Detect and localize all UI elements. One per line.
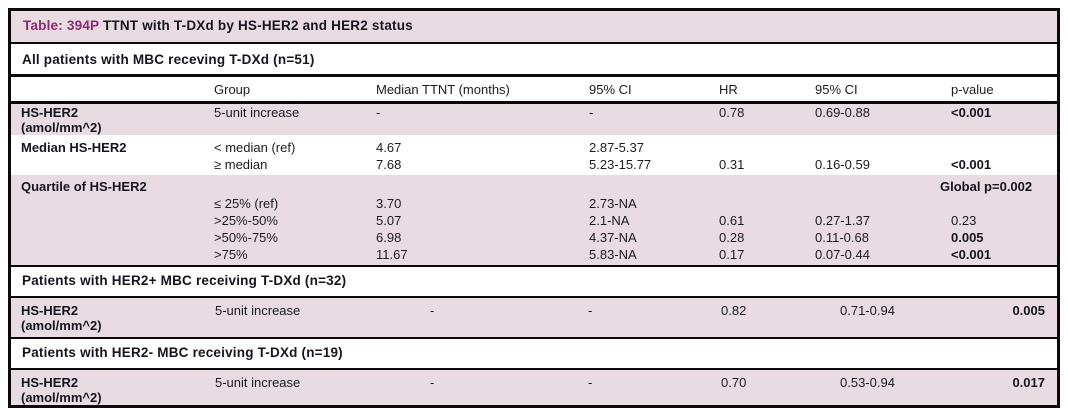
cell-ttnt: 3.70 [376, 196, 402, 211]
cell-ci2: 0.53-0.94 [840, 375, 895, 390]
cell-ttnt: 7.68 [376, 157, 402, 172]
cell-ttnt: - [430, 375, 435, 390]
section-header-her2-negative: Patients with HER2- MBC receiving T-DXd … [11, 339, 1057, 370]
table-row: HS-HER2 (amol/mm^2) 5-unit increase - - … [11, 370, 1057, 405]
cell-hr: 0.61 [719, 213, 745, 228]
table-title-bar: Table: 394P TTNT with T-DXd by HS-HER2 a… [11, 11, 1057, 44]
cell-group: >50%-75% [214, 230, 278, 245]
table-row: HS-HER2 (amol/mm^2) 5-unit increase - - … [11, 104, 1057, 135]
cell-ci1: 4.37-NA [589, 230, 637, 245]
cell-ttnt: 4.67 [376, 140, 402, 155]
cell-hr: 0.70 [721, 375, 747, 390]
table-row: HS-HER2 (amol/mm^2) 5-unit increase - - … [11, 298, 1057, 339]
cell-ci1: - [589, 105, 594, 120]
cell-ci2: 0.71-0.94 [840, 303, 895, 318]
cell-group: < median (ref) [214, 140, 296, 155]
cell-ci2: 0.11-0.68 [815, 230, 869, 245]
cell-pvalue: <0.001 [951, 247, 992, 262]
cell-hr: 0.31 [719, 157, 745, 172]
cell-hr: 0.17 [719, 247, 745, 262]
table-row: Quartile of HS-HER2 Global p=0.002 ≤ 25%… [11, 175, 1057, 267]
cell-ci2 [815, 139, 951, 156]
row-label-quartile: Quartile of HS-HER2 [21, 179, 147, 194]
cell-ci2: 0.27-1.37 [815, 213, 870, 228]
cell-pvalue: <0.001 [951, 105, 992, 120]
cell-ci1: 5.23-15.77 [589, 157, 652, 172]
table-number: Table: 394P [23, 18, 99, 33]
cell-group: >25%-50% [214, 213, 278, 228]
cell-pvalue [951, 195, 1057, 212]
cell-ci2: 0.69-0.88 [815, 105, 870, 120]
cell-hr [719, 195, 815, 212]
cell-ci1: 2.1-NA [589, 213, 630, 228]
cell-ttnt: - [376, 105, 381, 120]
section-header-all-patients: All patients with MBC receving T-DXd (n=… [11, 44, 1057, 77]
column-header-empty [21, 82, 214, 101]
cell-pvalue: 0.005 [1012, 303, 1045, 318]
column-header-ci2: 95% CI [815, 82, 858, 97]
column-header-median-ttnt: Median TTNT (months) [376, 82, 510, 97]
cell-pvalue: 0.005 [951, 230, 984, 245]
cell-hr: 0.28 [719, 230, 745, 245]
column-header-pvalue: p-value [951, 82, 994, 97]
cell-global-pvalue: Global p=0.002 [940, 179, 1033, 194]
row-label-hs-her2: HS-HER2 (amol/mm^2) [21, 375, 102, 405]
cell-pvalue: 0.017 [1012, 375, 1045, 390]
cell-ci1: 2.73-NA [589, 196, 637, 211]
cell-ci1: - [588, 375, 593, 390]
row-label-hs-her2: HS-HER2 (amol/mm^2) [21, 303, 102, 333]
cell-group: 5-unit increase [215, 303, 301, 318]
cell-ci1: 5.83-NA [589, 247, 637, 262]
cell-group: ≤ 25% (ref) [214, 196, 279, 211]
table-title: TTNT with T-DXd by HS-HER2 and HER2 stat… [99, 18, 413, 33]
cell-ci2 [815, 195, 951, 212]
cell-ci2: 0.07-0.44 [815, 247, 870, 262]
cell-hr: 0.78 [719, 105, 745, 120]
section-header-her2-positive: Patients with HER2+ MBC receiving T-DXd … [11, 267, 1057, 298]
cell-ci2: 0.16-0.59 [815, 157, 870, 172]
column-header-ci1: 95% CI [589, 82, 632, 97]
cell-ci1: - [588, 303, 593, 318]
cell-ttnt: 5.07 [376, 213, 402, 228]
cell-pvalue: <0.001 [951, 157, 992, 172]
cell-hr [719, 139, 815, 156]
cell-pvalue: 0.23 [951, 213, 977, 228]
cell-ttnt: 11.67 [376, 247, 408, 262]
column-header-hr: HR [719, 82, 738, 97]
cell-ttnt: - [430, 303, 435, 318]
column-header-row: Group Median TTNT (months) 95% CI HR 95%… [11, 77, 1057, 104]
table-row: Median HS-HER2 < median (ref) 4.67 2.87-… [11, 135, 1057, 175]
row-label-hs-her2: HS-HER2 (amol/mm^2) [21, 105, 102, 135]
cell-pvalue [951, 139, 1057, 156]
cell-group: 5-unit increase [214, 105, 300, 120]
cell-group: 5-unit increase [215, 375, 301, 390]
results-table: Table: 394P TTNT with T-DXd by HS-HER2 a… [8, 8, 1060, 408]
cell-ttnt: 6.98 [376, 230, 402, 245]
column-header-group: Group [214, 82, 251, 97]
cell-ci1: 2.87-5.37 [589, 140, 644, 155]
cell-group: ≥ median [214, 157, 268, 172]
cell-group: >75% [214, 247, 248, 262]
row-label-median-hs-her2: Median HS-HER2 [21, 140, 127, 155]
cell-hr: 0.82 [721, 303, 747, 318]
